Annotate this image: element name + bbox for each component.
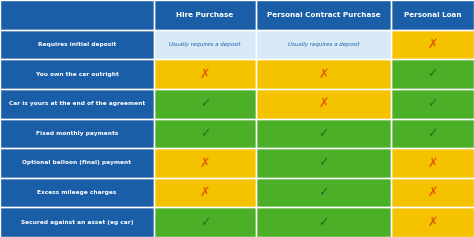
Text: Fixed monthly payments: Fixed monthly payments bbox=[36, 131, 118, 136]
Bar bbox=[256, 59, 391, 89]
Bar bbox=[0, 59, 154, 89]
Bar bbox=[154, 207, 256, 237]
Bar bbox=[256, 118, 391, 148]
Bar bbox=[0, 0, 154, 30]
Text: ✗: ✗ bbox=[427, 156, 438, 169]
Text: Secured against an asset (eg car): Secured against an asset (eg car) bbox=[21, 220, 133, 225]
Bar bbox=[256, 178, 391, 207]
Bar bbox=[154, 0, 256, 30]
Text: Personal Loan: Personal Loan bbox=[404, 12, 461, 18]
Text: Car is yours at the end of the agreement: Car is yours at the end of the agreement bbox=[9, 101, 145, 106]
Bar bbox=[256, 89, 391, 118]
Bar bbox=[0, 118, 154, 148]
Bar bbox=[0, 30, 154, 59]
Bar bbox=[0, 207, 154, 237]
Bar bbox=[256, 207, 391, 237]
Text: ✓: ✓ bbox=[318, 127, 329, 140]
Text: ✗: ✗ bbox=[318, 97, 329, 110]
Text: ✓: ✓ bbox=[318, 156, 329, 169]
Bar bbox=[391, 89, 474, 118]
Bar bbox=[0, 178, 154, 207]
Bar bbox=[256, 0, 391, 30]
Bar bbox=[154, 59, 256, 89]
Text: Hire Purchase: Hire Purchase bbox=[176, 12, 234, 18]
Text: Excess mileage charges: Excess mileage charges bbox=[37, 190, 117, 195]
Text: ✗: ✗ bbox=[200, 68, 210, 81]
Text: Usually requires a deposit: Usually requires a deposit bbox=[288, 42, 359, 47]
Text: ✓: ✓ bbox=[200, 216, 210, 229]
Bar bbox=[154, 89, 256, 118]
Text: ✗: ✗ bbox=[200, 186, 210, 199]
Text: You own the car outright: You own the car outright bbox=[36, 72, 118, 77]
Bar bbox=[154, 118, 256, 148]
Text: Personal Contract Purchase: Personal Contract Purchase bbox=[267, 12, 380, 18]
Text: Usually requires a deposit: Usually requires a deposit bbox=[169, 42, 241, 47]
Bar bbox=[391, 0, 474, 30]
Text: ✗: ✗ bbox=[427, 186, 438, 199]
Text: ✓: ✓ bbox=[427, 127, 438, 140]
Text: ✓: ✓ bbox=[318, 186, 329, 199]
Text: ✓: ✓ bbox=[427, 68, 438, 81]
Text: ✗: ✗ bbox=[427, 216, 438, 229]
Bar bbox=[391, 178, 474, 207]
Bar bbox=[391, 207, 474, 237]
Bar bbox=[391, 118, 474, 148]
Bar bbox=[154, 30, 256, 59]
Text: ✓: ✓ bbox=[200, 97, 210, 110]
Text: Requires initial deposit: Requires initial deposit bbox=[38, 42, 116, 47]
Text: ✗: ✗ bbox=[318, 68, 329, 81]
Text: Optional balloon (final) payment: Optional balloon (final) payment bbox=[22, 160, 132, 165]
Bar bbox=[391, 148, 474, 178]
Text: ✓: ✓ bbox=[318, 216, 329, 229]
Text: ✓: ✓ bbox=[200, 127, 210, 140]
Bar bbox=[256, 30, 391, 59]
Text: ✓: ✓ bbox=[427, 97, 438, 110]
Bar bbox=[154, 178, 256, 207]
Text: ✗: ✗ bbox=[427, 38, 438, 51]
Bar bbox=[391, 59, 474, 89]
Bar bbox=[391, 30, 474, 59]
Bar bbox=[256, 148, 391, 178]
Bar bbox=[0, 89, 154, 118]
Text: ✗: ✗ bbox=[200, 156, 210, 169]
Bar bbox=[154, 148, 256, 178]
Bar bbox=[0, 148, 154, 178]
